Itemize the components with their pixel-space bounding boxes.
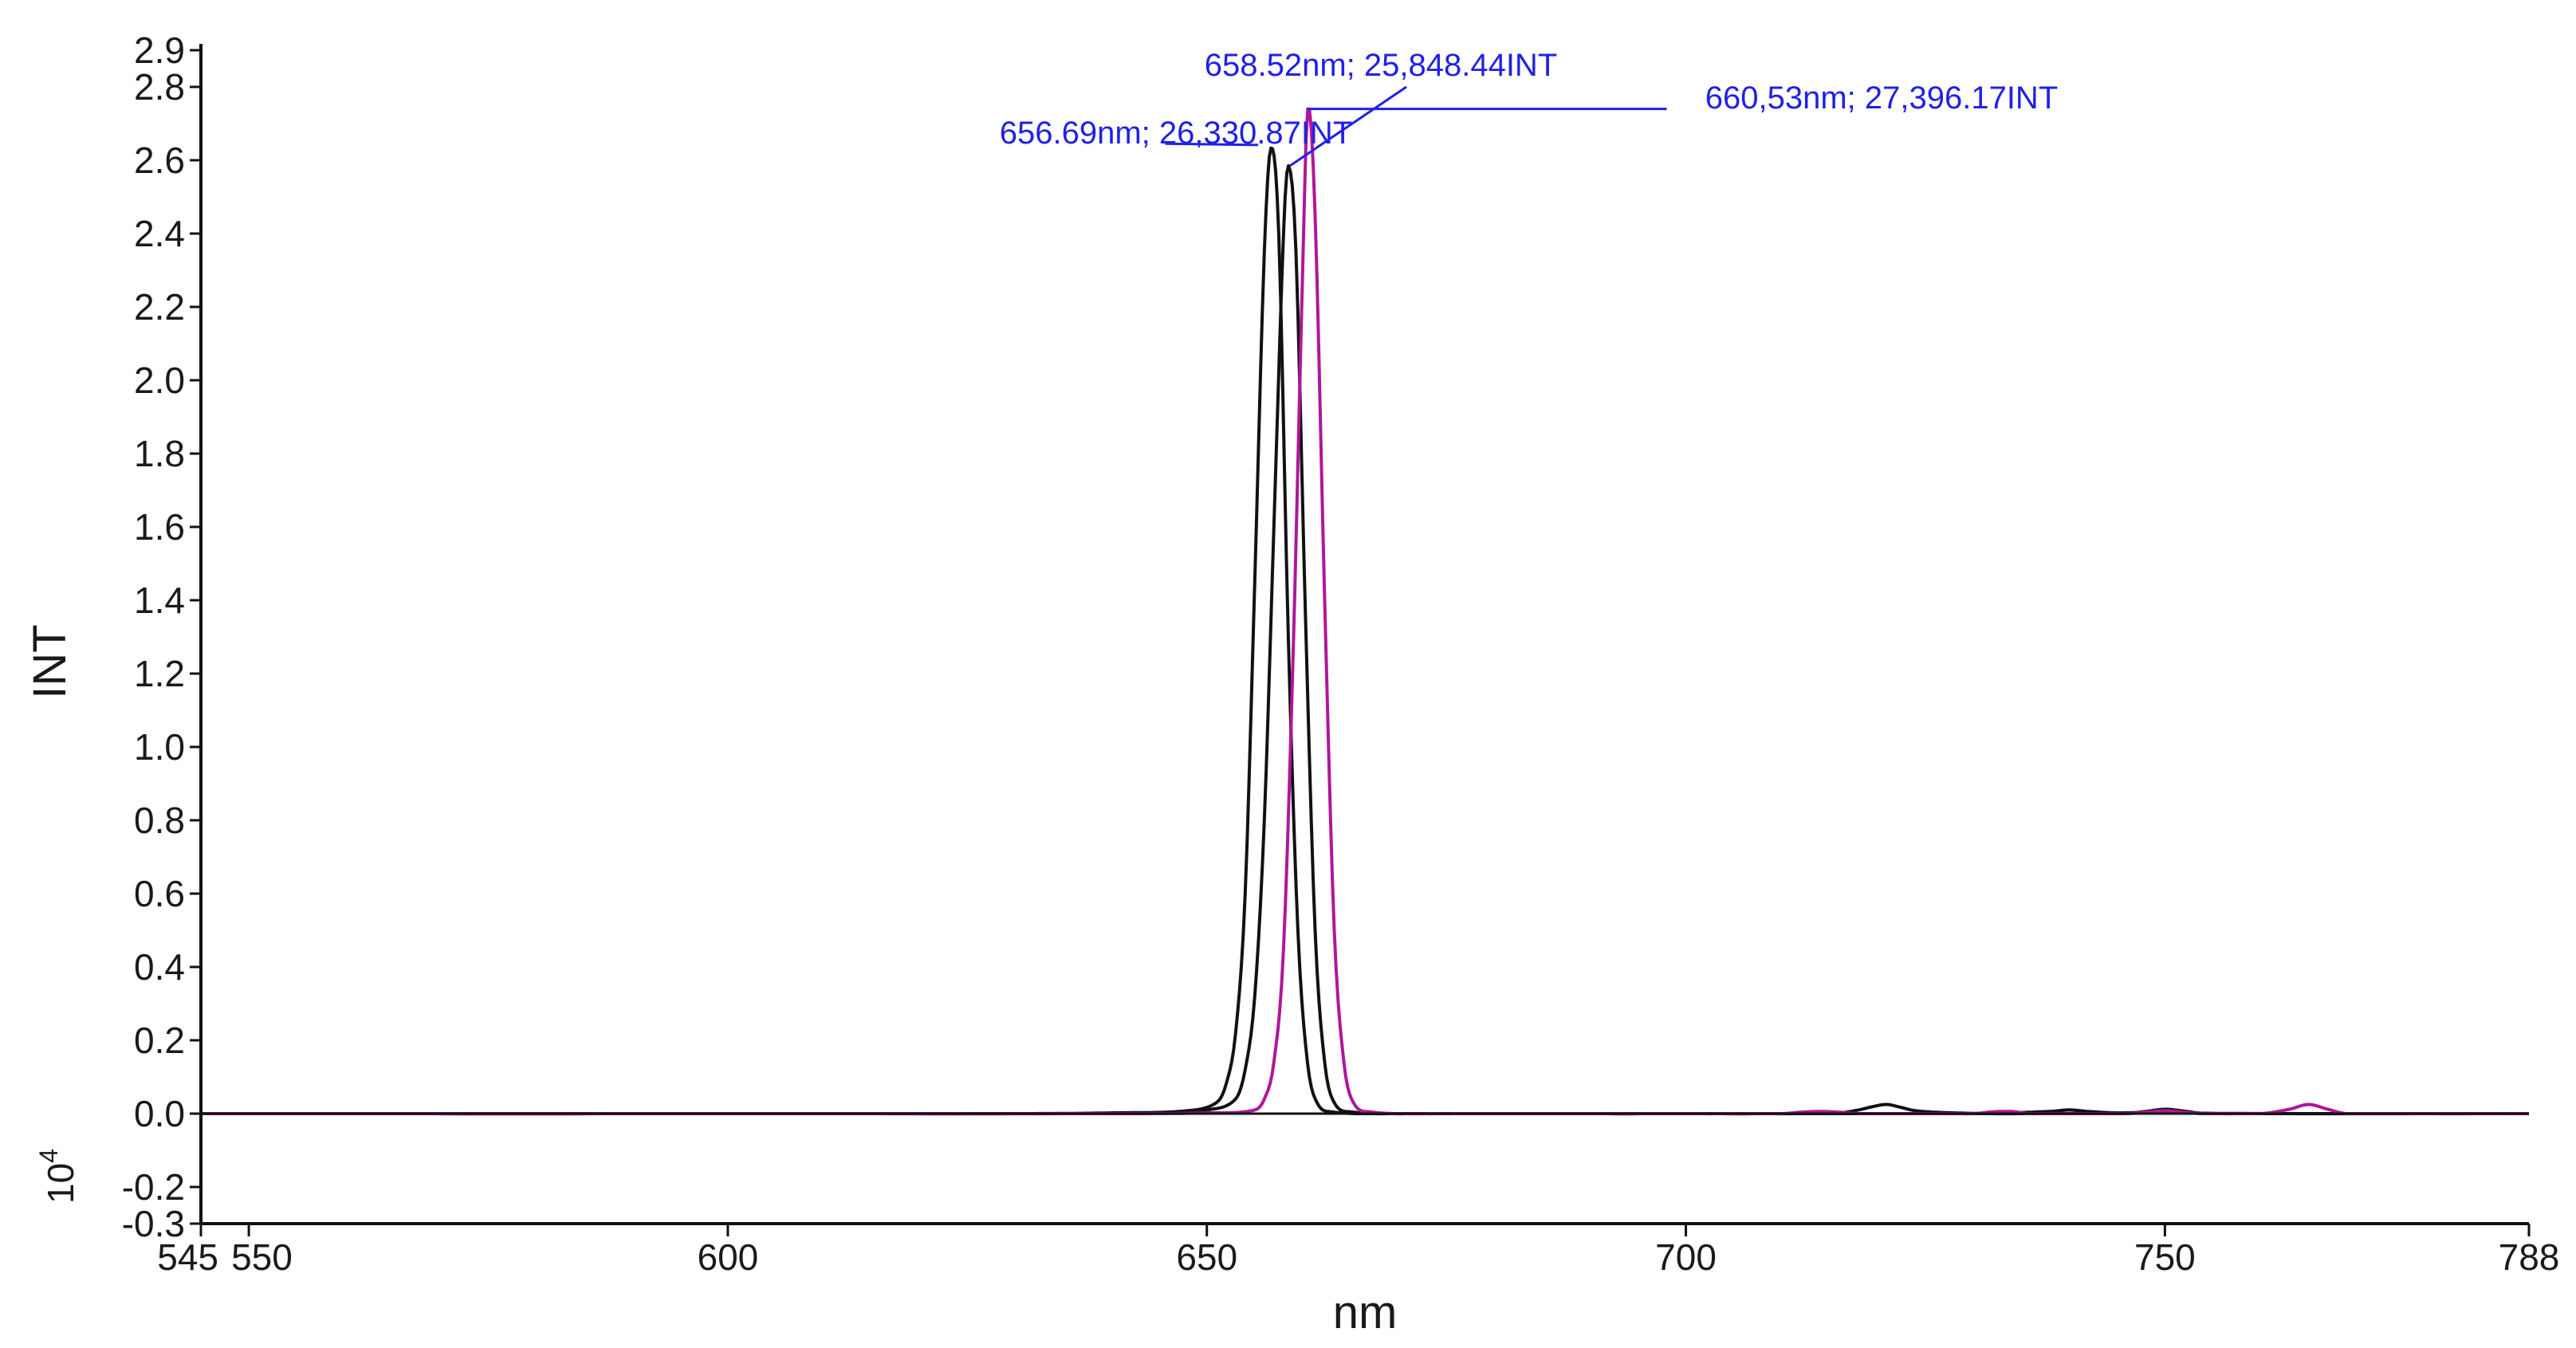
- y-axis-multiplier-exponent: 4: [34, 1149, 63, 1163]
- x-tick-label: 600: [698, 1236, 759, 1278]
- y-tick-label: -0.2: [122, 1166, 185, 1208]
- series-line-3: [201, 107, 2529, 1116]
- y-tick-label: 2.9: [134, 29, 185, 71]
- y-axis-multiplier-base: 10: [40, 1163, 81, 1204]
- y-tick-label: 1.0: [134, 726, 185, 768]
- x-tick-label: 545: [157, 1236, 218, 1278]
- y-tick-label: 2.0: [134, 360, 185, 401]
- annotation-label: 658.52nm; 25,848.44INT: [1205, 48, 1558, 83]
- series-layer: [201, 107, 2529, 1116]
- x-tick-label: 550: [231, 1236, 293, 1278]
- y-tick-label: -0.3: [122, 1203, 185, 1244]
- y-tick-label: 1.6: [134, 506, 185, 548]
- annotations-layer: 658.52nm; 25,848.44INT 660,53nm; 27,396.1…: [1000, 48, 2058, 167]
- y-axis-multiplier: 104: [34, 1149, 81, 1204]
- x-tick-label: 788: [2499, 1236, 2560, 1278]
- y-tick-label: 2.2: [134, 286, 185, 328]
- y-tick-label: 0.4: [134, 946, 185, 988]
- x-axis-title: nm: [1333, 1287, 1398, 1338]
- y-tick-label: 0.6: [134, 873, 185, 914]
- x-tick-label: 750: [2134, 1236, 2196, 1278]
- y-axis-title: INT: [24, 624, 76, 698]
- peak-annotation-2: 660,53nm; 27,396.17INT: [1308, 81, 2058, 116]
- y-tick-label: 2.8: [134, 66, 185, 108]
- y-tick-label: 2.6: [134, 140, 185, 181]
- y-tick-label: 1.4: [134, 580, 185, 621]
- peak-annotation-3: 656.69nm; 26,330.87INT: [1000, 116, 1353, 151]
- series-line-2: [201, 163, 2529, 1116]
- y-tick-label: 0.8: [134, 800, 185, 841]
- annotation-leader-line: [1289, 85, 1407, 167]
- y-tick-label: 2.4: [134, 213, 185, 254]
- axes-layer: -0.3-0.2 0.0 0.2 0.4 0.6 0.8 1.0 1.2 1.4 1.6 1.8 2.…: [122, 29, 2560, 1278]
- svg-text:104: 104: [34, 1149, 81, 1204]
- x-tick-label: 650: [1176, 1236, 1237, 1278]
- peak-annotation-1: 658.52nm; 25,848.44INT: [1205, 48, 1558, 167]
- y-tick-label: 0.2: [134, 1020, 185, 1061]
- series-line-1: [201, 146, 2529, 1116]
- annotation-leader-line: [1165, 142, 1259, 147]
- y-tick-label: 1.2: [134, 653, 185, 694]
- annotation-label: 660,53nm; 27,396.17INT: [1705, 81, 2059, 116]
- y-tick-label: 1.8: [134, 433, 185, 474]
- annotation-label: 656.69nm; 26,330.87INT: [1000, 116, 1353, 151]
- x-tick-label: 700: [1655, 1236, 1717, 1278]
- y-tick-label: 0.0: [134, 1093, 185, 1134]
